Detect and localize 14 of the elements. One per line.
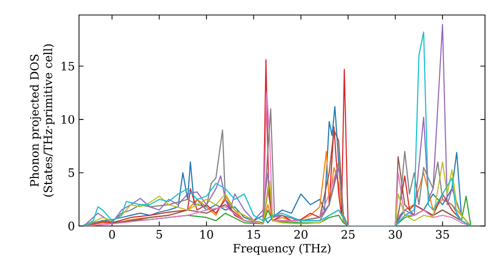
x-axis-title: Frequency (THz) (233, 244, 330, 255)
x-tick-label: 10 (200, 230, 214, 239)
x-tick-label: 20 (294, 230, 308, 239)
y-tick-label: 10 (62, 115, 74, 124)
x-tick-label: 0 (109, 230, 115, 239)
x-tick-label: 35 (436, 230, 449, 239)
y-axis-title: Phonon projected DOS (States/THz·primitive cell) (30, 44, 54, 197)
y-tick-label: 15 (62, 62, 74, 70)
y-tick-label: 5 (68, 168, 74, 177)
x-tick-label: 25 (342, 230, 355, 239)
x-tick-label: 15 (248, 230, 260, 239)
x-tick-label: 30 (388, 230, 402, 239)
x-tick-label: 5 (156, 230, 162, 239)
y-tick-label: 0 (68, 222, 74, 230)
